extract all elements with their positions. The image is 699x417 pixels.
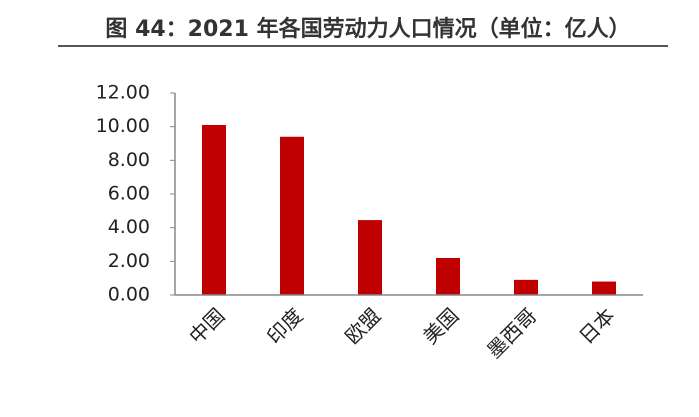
bar [436,257,460,295]
y-tick-label: 4.00 [108,216,150,238]
chart-title: 图 44：2021 年各国劳动力人口情况（单位：亿人） [105,16,630,42]
bar [202,124,226,295]
y-tick-label: 0.00 [108,284,150,306]
x-tick-label: 日本 [574,303,619,348]
y-tick-label: 10.00 [96,115,150,137]
x-tick-label: 欧盟 [340,303,385,348]
y-tick-label: 2.00 [108,250,150,272]
x-tick-label: 墨西哥 [482,303,541,362]
bar [592,281,616,295]
x-tick-label: 美国 [418,303,463,348]
y-tick-label: 8.00 [108,149,150,171]
y-tick-label: 12.00 [96,82,150,104]
bar [280,136,304,295]
bar [514,279,538,295]
bar [358,220,382,295]
x-tick-label: 中国 [184,303,229,348]
y-tick-label: 6.00 [108,183,150,205]
x-tick-label: 印度 [262,303,307,348]
